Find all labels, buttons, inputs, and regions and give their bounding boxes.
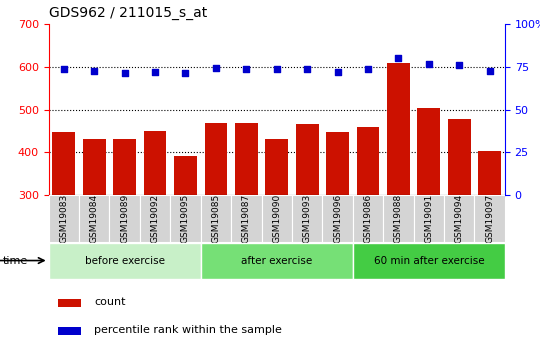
Text: count: count xyxy=(94,297,126,307)
Bar xyxy=(79,195,110,242)
Bar xyxy=(110,195,140,242)
Text: GSM19083: GSM19083 xyxy=(59,194,68,243)
Text: after exercise: after exercise xyxy=(241,256,312,266)
Text: GSM19092: GSM19092 xyxy=(151,194,160,243)
Point xyxy=(455,62,464,68)
Bar xyxy=(113,139,136,195)
Bar xyxy=(52,132,75,195)
Bar xyxy=(231,195,261,242)
Point xyxy=(90,68,99,74)
Text: GSM19094: GSM19094 xyxy=(455,194,464,243)
Text: GSM19084: GSM19084 xyxy=(90,194,99,243)
Text: before exercise: before exercise xyxy=(85,256,165,266)
Bar xyxy=(356,127,380,195)
Bar xyxy=(296,125,319,195)
Text: GSM19087: GSM19087 xyxy=(242,194,251,243)
Text: GSM19095: GSM19095 xyxy=(181,194,190,243)
Bar xyxy=(140,195,170,242)
Text: percentile rank within the sample: percentile rank within the sample xyxy=(94,325,282,335)
Bar xyxy=(235,123,258,195)
Bar xyxy=(292,195,322,242)
Point xyxy=(181,71,190,76)
Text: GSM19085: GSM19085 xyxy=(212,194,220,243)
Bar xyxy=(83,139,106,195)
Point xyxy=(273,66,281,72)
Text: GSM19086: GSM19086 xyxy=(363,194,373,243)
Text: GSM19091: GSM19091 xyxy=(424,194,434,243)
Text: GSM19088: GSM19088 xyxy=(394,194,403,243)
Bar xyxy=(174,156,197,195)
Bar xyxy=(265,139,288,195)
Bar xyxy=(201,195,231,242)
Point xyxy=(242,66,251,71)
Bar xyxy=(201,244,353,279)
Point xyxy=(333,69,342,75)
Bar xyxy=(49,195,79,242)
Text: GDS962 / 211015_s_at: GDS962 / 211015_s_at xyxy=(49,6,207,20)
Bar xyxy=(414,195,444,242)
Bar xyxy=(448,119,471,195)
Text: GSM19089: GSM19089 xyxy=(120,194,129,243)
Bar xyxy=(353,244,505,279)
Bar xyxy=(49,244,201,279)
Bar xyxy=(144,131,166,195)
Bar xyxy=(353,195,383,242)
Bar xyxy=(322,195,353,242)
Point xyxy=(212,65,220,70)
Bar xyxy=(170,195,201,242)
Bar xyxy=(444,195,475,242)
Point xyxy=(151,70,159,75)
Text: 60 min after exercise: 60 min after exercise xyxy=(374,256,484,266)
Bar xyxy=(383,195,414,242)
Point xyxy=(394,56,403,61)
Text: GSM19093: GSM19093 xyxy=(302,194,312,243)
Point xyxy=(364,66,373,72)
Point xyxy=(59,67,68,72)
Bar xyxy=(58,327,80,335)
Text: GSM19096: GSM19096 xyxy=(333,194,342,243)
Point xyxy=(120,70,129,76)
Point xyxy=(303,67,312,72)
Bar xyxy=(261,195,292,242)
Bar xyxy=(478,151,501,195)
Bar xyxy=(326,132,349,195)
Text: GSM19090: GSM19090 xyxy=(272,194,281,243)
Bar xyxy=(417,108,440,195)
Bar xyxy=(205,123,227,195)
Text: GSM19097: GSM19097 xyxy=(485,194,494,243)
Bar xyxy=(475,195,505,242)
Point xyxy=(424,61,433,67)
Text: time: time xyxy=(3,256,28,266)
Bar xyxy=(387,63,410,195)
Point xyxy=(485,68,494,74)
Bar xyxy=(58,298,80,307)
